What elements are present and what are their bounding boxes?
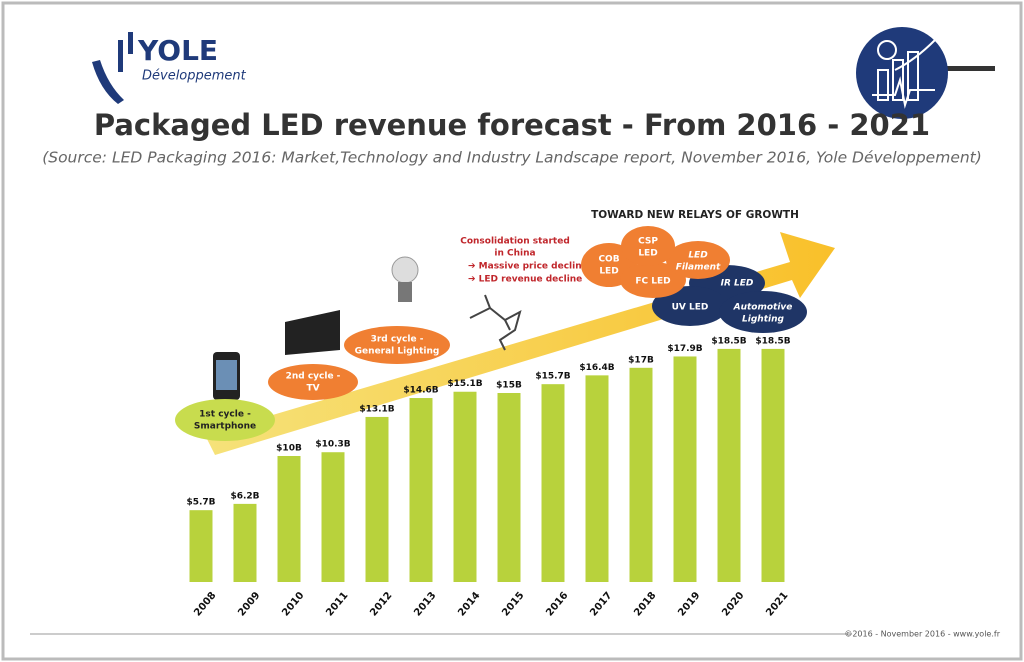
icon — [856, 27, 995, 119]
cycle-label: 1st cycle - — [199, 410, 251, 420]
x-tick-label: 2010 — [280, 590, 306, 618]
bar — [189, 510, 213, 582]
note: ➔ LED revenue decline — [468, 275, 582, 285]
footer: ©2016 - November 2016 - www.yole.fr — [844, 630, 1000, 639]
cycle-bubble — [344, 326, 450, 364]
cycle-label: 3rd cycle - — [371, 335, 424, 345]
cycle-label: General Lighting — [355, 347, 440, 357]
tech-label: LED — [688, 251, 708, 261]
note: in China — [494, 249, 535, 259]
cycle-label: Smartphone — [194, 422, 256, 432]
tv-icon — [285, 310, 340, 355]
x-tick-label: 2015 — [500, 590, 526, 618]
value-label: $10B — [276, 444, 302, 454]
value-label: $5.7B — [186, 498, 215, 508]
value-label: $16.4B — [579, 363, 614, 373]
bar — [761, 348, 785, 582]
value-label: $18.5B — [711, 336, 746, 346]
bar — [277, 456, 301, 582]
bar — [717, 348, 741, 582]
tech-bubble — [620, 262, 686, 298]
tech-label: COB — [598, 255, 619, 265]
logo: YOLE Développement — [92, 32, 247, 104]
x-tick-label: 2014 — [456, 590, 482, 618]
bar — [321, 452, 345, 582]
value-label: $15B — [496, 381, 522, 391]
value-label: $15.7B — [535, 372, 570, 382]
tech-bubble — [621, 226, 675, 266]
bar — [453, 391, 477, 582]
bar — [233, 503, 257, 582]
value-label: $13.1B — [359, 404, 394, 414]
logo-sub: Développement — [142, 69, 247, 84]
tech-label: LED — [638, 249, 657, 259]
title: Packaged LED revenue forecast - From 201… — [94, 108, 930, 142]
bar — [629, 367, 653, 582]
note: Consolidation started — [460, 237, 570, 247]
value-label: $6.2B — [230, 491, 259, 501]
tech-label: Lighting — [742, 315, 784, 325]
note: ➔ Massive price decline — [468, 262, 588, 272]
tech-label: IR LED — [721, 279, 754, 289]
bar — [497, 393, 521, 582]
bar — [541, 384, 565, 582]
subtitle: (Source: LED Packaging 2016: Market,Tech… — [42, 149, 982, 167]
bar — [365, 416, 389, 582]
growth-label: TOWARD NEW RELAYS OF GROWTH — [591, 209, 799, 221]
x-tick-label: 2017 — [588, 590, 614, 618]
x-tick-label: 2009 — [236, 590, 262, 618]
bar — [585, 375, 609, 582]
x-tick-label: 2011 — [324, 590, 350, 618]
x-tick-label: 2008 — [192, 590, 218, 618]
tech-bubble — [652, 286, 728, 326]
bulb-icon — [391, 256, 419, 284]
tech-label: CSP — [638, 237, 658, 247]
value-label: $17B — [628, 355, 654, 365]
x-tick-label: 2018 — [632, 590, 658, 618]
cycle-label: TV — [306, 384, 319, 394]
bar — [409, 398, 433, 582]
cycle-bubble — [175, 399, 275, 441]
x-tick-label: 2019 — [676, 590, 702, 618]
x-tick-label: 2016 — [544, 590, 570, 618]
value-label: $17.9B — [667, 344, 702, 354]
cycle-label: 2nd cycle - — [286, 372, 341, 382]
x-tick-label: 2021 — [764, 590, 790, 618]
cycle-bubble — [268, 364, 358, 400]
tech-label: Filament — [676, 263, 721, 273]
x-tick-label: 2013 — [412, 590, 438, 618]
value-label: $15.1B — [447, 379, 482, 389]
value-label: $14.6B — [403, 386, 438, 396]
bar — [673, 356, 697, 582]
tech-label: Automotive — [733, 303, 793, 313]
tech-label: UV LED — [672, 303, 709, 313]
tech-bubble — [666, 241, 730, 279]
value-label: $18.5B — [755, 336, 790, 346]
crack-icon — [469, 294, 522, 351]
logo-text: YOLE — [137, 34, 218, 67]
tech-label: FC LED — [635, 277, 670, 287]
x-tick-label: 2012 — [368, 590, 394, 618]
tech-bubble — [719, 291, 807, 333]
value-label: $10.3B — [315, 440, 350, 450]
growth-arrow — [205, 232, 835, 455]
tech-label: LED — [599, 267, 618, 277]
x-tick-label: 2020 — [720, 590, 746, 618]
